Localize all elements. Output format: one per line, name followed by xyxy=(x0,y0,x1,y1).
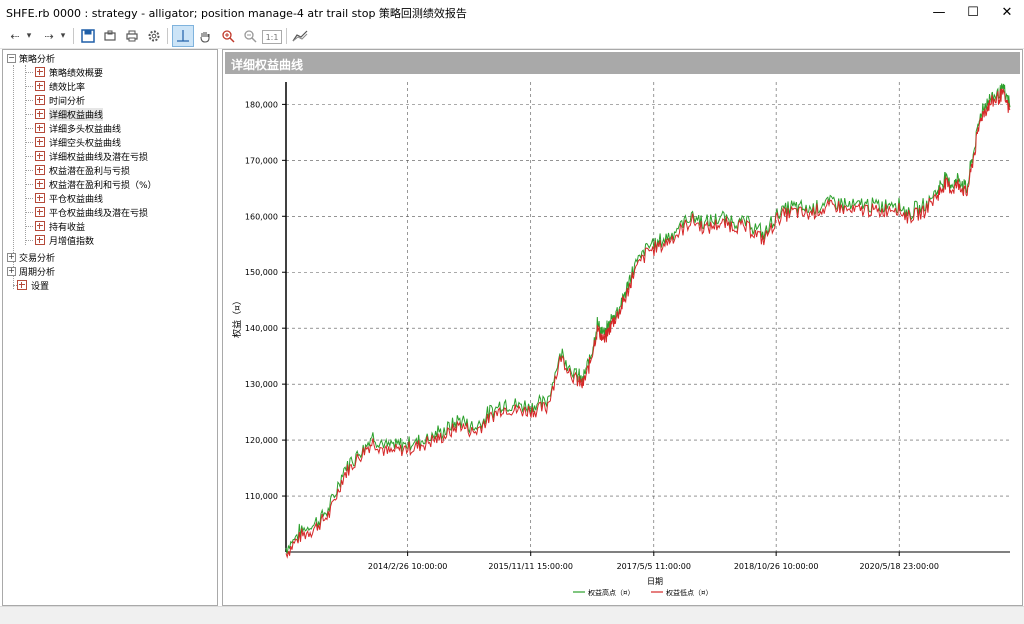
equity-chart[interactable]: 110,000 120,000 130,000 140,000 150,000 160,0… xyxy=(225,76,1020,603)
x-tick-label: 2020/5/18 23:00:00 xyxy=(859,562,939,571)
tree-item-9[interactable]: 平仓权益曲线 xyxy=(25,191,103,205)
x-tick-label: 2014/2/26 10:00:00 xyxy=(368,562,448,571)
legend-entry: 权益低点（¤） xyxy=(666,588,712,597)
y-tick-label: 110,000 xyxy=(245,492,278,501)
chart-title: 详细权益曲线 xyxy=(231,58,304,72)
series-line-low xyxy=(285,88,1011,559)
tree-item-0[interactable]: 策略绩效概要 xyxy=(25,65,103,79)
report-icon xyxy=(35,95,45,105)
tree-item-11[interactable]: 持有收益 xyxy=(25,219,85,233)
collapse-icon[interactable]: − xyxy=(7,52,16,63)
x-tick-label: 2018/10/26 10:00:00 xyxy=(734,562,819,571)
chart-icon xyxy=(35,151,45,161)
chart-icon xyxy=(35,165,45,175)
zoom-out-icon[interactable] xyxy=(241,27,259,45)
copy-icon[interactable] xyxy=(101,27,119,45)
tree-connector xyxy=(25,170,33,171)
tree-item-4[interactable]: 详细多头权益曲线 xyxy=(25,121,121,135)
tree-item-12[interactable]: 月增值指数 xyxy=(25,233,94,247)
print-icon[interactable] xyxy=(123,27,141,45)
toolbar: ⇠ ▾ ⇢ ▾ 1:1 xyxy=(0,24,1024,49)
tree-item-7[interactable]: 权益潜在盈利与亏损 xyxy=(25,163,130,177)
y-tick-label: 130,000 xyxy=(245,380,278,389)
tree-connector xyxy=(25,100,33,101)
tree-connector xyxy=(25,86,33,87)
chart-icon xyxy=(35,193,45,203)
tree-connector xyxy=(25,142,33,143)
save-icon[interactable] xyxy=(79,27,97,45)
tree-connector xyxy=(25,198,33,199)
tree-group-trade-analysis[interactable]: + 交易分析 xyxy=(7,251,56,264)
expand-icon[interactable]: + xyxy=(7,265,16,276)
tree-connector xyxy=(25,65,26,245)
x-axis-label: 日期 xyxy=(647,577,663,586)
title-bar: SHFE.rb 0000 : strategy - alligator; pos… xyxy=(0,0,1024,24)
chart-icon xyxy=(35,123,45,133)
tree-item-1[interactable]: 绩效比率 xyxy=(25,79,85,93)
report-icon xyxy=(35,81,45,91)
report-icon xyxy=(35,235,45,245)
tree-item-settings[interactable]: 设置 xyxy=(13,278,49,292)
y-tick-label: 180,000 xyxy=(245,100,278,109)
x-tick-label: 2015/11/11 15:00:00 xyxy=(488,562,573,571)
minimize-button[interactable]: — xyxy=(932,4,946,20)
back-dropdown-icon[interactable]: ▾ xyxy=(26,31,32,41)
tree-connector xyxy=(25,240,33,241)
tree-item-8[interactable]: 权益潜在盈利和亏损（%） xyxy=(25,177,157,191)
report-icon xyxy=(35,67,45,77)
maximize-button[interactable]: ☐ xyxy=(967,4,979,20)
y-axis-label: 权益（¤） xyxy=(231,296,243,338)
tree-connector xyxy=(25,212,33,213)
crosshair-cursor-icon[interactable] xyxy=(172,25,194,47)
tree-connector xyxy=(25,184,33,185)
status-bar xyxy=(0,606,1024,624)
zoom-in-icon[interactable] xyxy=(219,27,237,45)
y-tick-label: 160,000 xyxy=(245,212,278,221)
chart-style-icon[interactable] xyxy=(291,27,309,45)
settings-icon xyxy=(17,280,27,290)
report-tree: − 策略分析 策略绩效概要 绩效比率 时间分析 详细权益曲线 详细多头权益曲线 … xyxy=(2,49,218,606)
chart-panel: 详细权益曲线 110,000 120,000 130,000 140,000 150,0… xyxy=(222,49,1023,606)
tree-root-strategy-analysis[interactable]: − 策略分析 xyxy=(7,52,56,65)
forward-icon[interactable]: ⇢ xyxy=(44,29,54,43)
forward-dropdown-icon[interactable]: ▾ xyxy=(60,31,66,41)
chart-icon xyxy=(35,137,45,147)
x-tick-label: 2017/5/5 11:00:00 xyxy=(617,562,691,571)
tree-connector xyxy=(25,226,33,227)
tree-connector xyxy=(25,128,33,129)
close-button[interactable]: ✕ xyxy=(1001,4,1013,20)
chart-icon xyxy=(35,109,45,119)
chart-header: 详细权益曲线 xyxy=(225,52,1020,74)
tree-item-6[interactable]: 详细权益曲线及潜在亏损 xyxy=(25,149,148,163)
tree-item-2[interactable]: 时间分析 xyxy=(25,93,85,107)
tree-connector xyxy=(13,65,14,289)
y-tick-label: 150,000 xyxy=(245,268,278,277)
chart-icon xyxy=(35,221,45,231)
chart-icon xyxy=(35,207,45,217)
toolbar-separator xyxy=(167,28,168,44)
tree-connector xyxy=(25,156,33,157)
tree-group-period-analysis[interactable]: + 周期分析 xyxy=(7,265,56,278)
toolbar-separator xyxy=(286,28,287,44)
y-tick-label: 120,000 xyxy=(245,436,278,445)
toolbar-separator xyxy=(73,28,74,44)
pan-hand-icon[interactable] xyxy=(196,27,214,45)
tree-connector xyxy=(13,285,19,286)
tree-item-10[interactable]: 平仓权益曲线及潜在亏损 xyxy=(25,205,148,219)
tree-item-3[interactable]: 详细权益曲线 xyxy=(25,107,104,121)
chart-icon xyxy=(35,179,45,189)
y-tick-label: 140,000 xyxy=(245,324,278,333)
series-line-high xyxy=(285,83,1011,554)
window-title: SHFE.rb 0000 : strategy - alligator; pos… xyxy=(6,7,467,20)
actual-size-icon[interactable]: 1:1 xyxy=(262,30,282,44)
gear-icon[interactable] xyxy=(145,27,163,45)
back-icon[interactable]: ⇠ xyxy=(10,29,20,43)
expand-icon[interactable]: + xyxy=(7,251,16,262)
tree-connector xyxy=(25,72,33,73)
legend-entry: 权益高点（¤） xyxy=(588,588,634,597)
tree-item-5[interactable]: 详细空头权益曲线 xyxy=(25,135,121,149)
tree-connector xyxy=(25,114,33,115)
y-tick-label: 170,000 xyxy=(245,156,278,165)
